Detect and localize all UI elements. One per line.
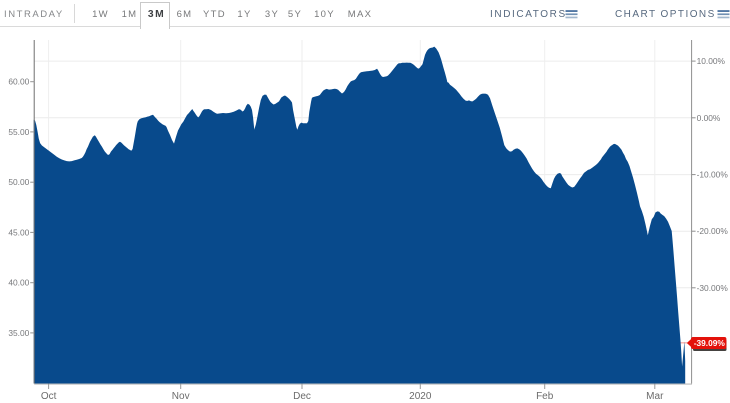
svg-text:35.00: 35.00: [8, 328, 29, 338]
svg-text:50.00: 50.00: [8, 177, 29, 187]
svg-text:55.00: 55.00: [8, 127, 29, 137]
svg-text:-30.00%: -30.00%: [697, 283, 729, 293]
svg-text:-39.09%: -39.09%: [694, 338, 726, 348]
svg-text:-10.00%: -10.00%: [697, 170, 729, 180]
svg-text:2020: 2020: [409, 391, 432, 402]
svg-text:10.00%: 10.00%: [697, 56, 726, 66]
svg-text:Dec: Dec: [293, 391, 311, 402]
svg-text:Oct: Oct: [41, 391, 57, 402]
svg-text:Mar: Mar: [646, 391, 664, 402]
svg-text:Nov: Nov: [172, 391, 190, 402]
svg-text:40.00: 40.00: [8, 278, 29, 288]
svg-text:0.00%: 0.00%: [697, 113, 721, 123]
svg-text:60.00: 60.00: [8, 77, 29, 87]
svg-text:45.00: 45.00: [8, 227, 29, 237]
svg-text:Feb: Feb: [536, 391, 554, 402]
svg-text:-20.00%: -20.00%: [697, 226, 729, 236]
